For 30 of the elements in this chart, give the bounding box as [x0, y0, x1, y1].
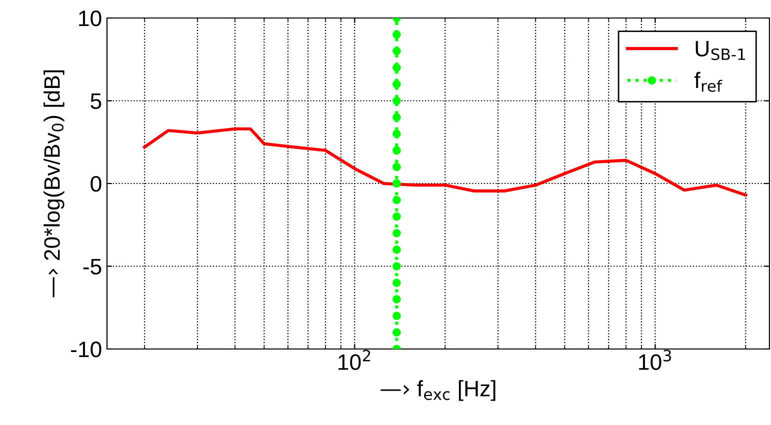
point: [392, 246, 401, 254]
y-tick-label: -5: [83, 259, 102, 275]
y-axis-title: —› 20*log(Bv/Bv$_{0}$) [dB]: [44, 70, 64, 298]
y-tick-label: 0: [90, 176, 102, 192]
point: [392, 96, 401, 105]
point: [392, 262, 401, 270]
point: [392, 295, 401, 304]
y-tick-label: 10: [79, 10, 102, 26]
point: [392, 130, 401, 138]
point: [392, 63, 401, 72]
point: [392, 312, 401, 320]
legend-label: U$_{SB-1}$: [696, 40, 746, 60]
point: [392, 196, 401, 204]
x-axis-title: —› f$_{exc}$ [Hz]: [380, 380, 496, 401]
point: [392, 212, 401, 221]
point: [392, 328, 401, 337]
point: [392, 278, 401, 287]
point: [392, 162, 401, 172]
x-tick-label: 10$^{2}$: [338, 350, 370, 370]
point: [392, 113, 401, 122]
y-tick-label: -10: [71, 342, 102, 358]
point: [392, 179, 401, 188]
point: [392, 228, 401, 238]
y-tick-label: 5: [90, 94, 102, 110]
point: [392, 146, 401, 155]
point: [392, 30, 401, 39]
point: [392, 46, 401, 56]
x-tick-label: 10$^{3}$: [639, 350, 671, 370]
legend-label: f$_{ref}$: [694, 72, 722, 92]
point: [392, 80, 401, 88]
